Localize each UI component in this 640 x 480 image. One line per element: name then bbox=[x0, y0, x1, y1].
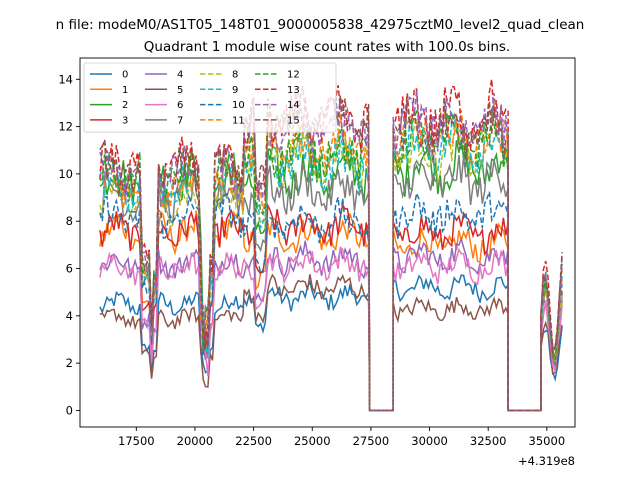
legend-label-9: 9 bbox=[232, 85, 238, 96]
legend-label-14: 14 bbox=[287, 100, 300, 111]
y-axis: 0 2 4 6 8 10 12 14 bbox=[58, 72, 80, 417]
legend-label-2: 2 bbox=[122, 100, 128, 111]
series-line-15 bbox=[99, 86, 563, 412]
legend-label-11: 11 bbox=[232, 115, 245, 126]
x-tick-label: 25000 bbox=[294, 434, 331, 448]
x-tick-label: 20000 bbox=[177, 434, 214, 448]
y-tick-label: 10 bbox=[58, 167, 73, 181]
y-tick-label: 2 bbox=[66, 356, 73, 370]
legend-label-5: 5 bbox=[177, 85, 183, 96]
legend-label-13: 13 bbox=[287, 85, 300, 96]
x-tick-label: 32500 bbox=[470, 434, 507, 448]
x-tick-label: 30000 bbox=[411, 434, 448, 448]
series-line-3 bbox=[99, 202, 563, 412]
legend-label-7: 7 bbox=[177, 115, 183, 126]
y-tick-label: 8 bbox=[66, 214, 73, 228]
y-tick-label: 0 bbox=[66, 403, 73, 417]
plot-frame bbox=[79, 57, 576, 428]
x-tick-label: 35000 bbox=[529, 434, 566, 448]
series-line-6 bbox=[99, 246, 563, 412]
y-tick-label: 12 bbox=[58, 120, 73, 134]
series-line-8 bbox=[99, 116, 563, 412]
series-line-5 bbox=[99, 273, 563, 412]
series-line-0 bbox=[99, 274, 563, 412]
legend-label-6: 6 bbox=[177, 100, 183, 111]
legend-label-10: 10 bbox=[232, 100, 245, 111]
series-line-4 bbox=[99, 236, 563, 412]
x-axis: 17500 20000 22500 25000 27500 30000 32500 35000 bbox=[118, 427, 565, 448]
series-line-14 bbox=[99, 89, 563, 412]
x-offset-label: +4.319e8 bbox=[518, 454, 575, 468]
series-line-11 bbox=[99, 102, 563, 412]
series-line-12 bbox=[99, 107, 563, 412]
legend-label-0: 0 bbox=[122, 70, 128, 81]
legend-label-1: 1 bbox=[122, 85, 128, 96]
legend-frame bbox=[83, 62, 337, 133]
legend-label-8: 8 bbox=[232, 70, 238, 81]
y-tick-label: 4 bbox=[66, 309, 73, 323]
legend-label-4: 4 bbox=[177, 70, 183, 81]
series-line-9 bbox=[99, 115, 563, 412]
legend-label-3: 3 bbox=[122, 115, 128, 126]
series-line-7 bbox=[99, 155, 563, 412]
legend-label-15: 15 bbox=[287, 115, 300, 126]
chart-title: Quadrant 1 module wise count rates with … bbox=[144, 39, 510, 55]
x-tick-label: 22500 bbox=[235, 434, 272, 448]
series-line-10 bbox=[99, 190, 563, 412]
y-tick-label: 14 bbox=[58, 72, 73, 86]
series-layer bbox=[99, 79, 563, 412]
x-tick-label: 27500 bbox=[353, 434, 390, 448]
x-tick-label: 17500 bbox=[118, 434, 155, 448]
y-tick-label: 6 bbox=[66, 262, 73, 276]
figure-suptitle: n file: modeM0/AS1T05_148T01_9000005838_… bbox=[56, 17, 585, 33]
legend-label-12: 12 bbox=[287, 70, 300, 81]
